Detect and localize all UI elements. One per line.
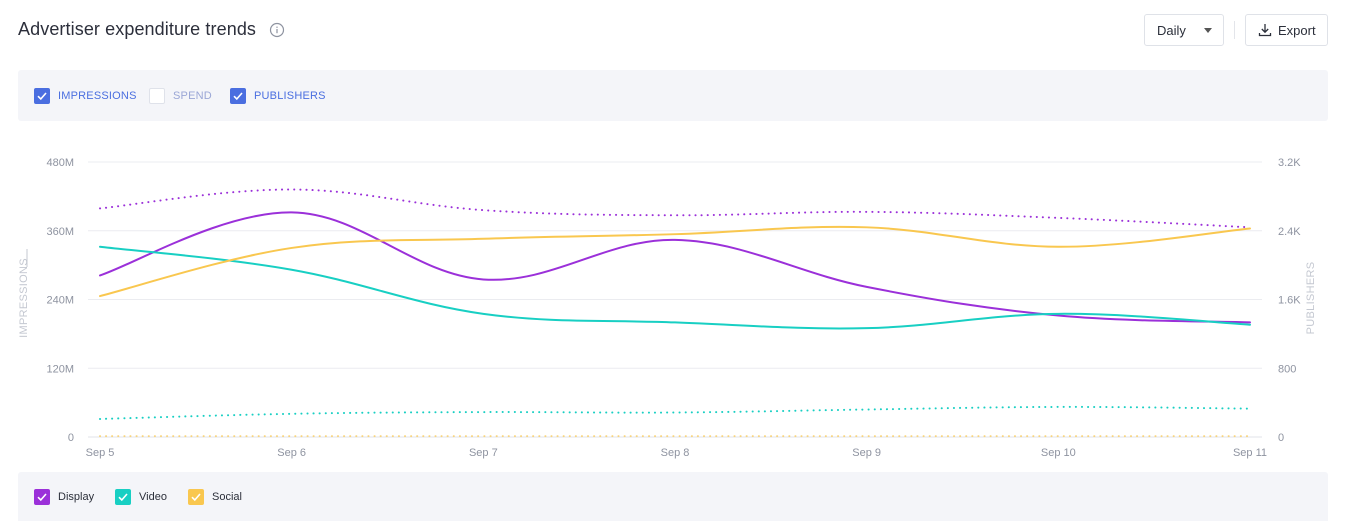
checkbox-unchecked-icon[interactable] [149, 87, 165, 104]
y-tick-label: 120M [46, 363, 74, 375]
metric-publishers[interactable]: PUBLISHERS [230, 87, 326, 104]
y-axis-title: IMPRESSIONS [18, 258, 30, 338]
x-tick-label: Sep 11 [1233, 447, 1267, 459]
interval-select-value: Daily [1157, 22, 1186, 38]
checkbox-checked-icon[interactable] [115, 489, 131, 505]
checkbox-checked-icon[interactable] [34, 489, 50, 505]
y-tick-label: 360M [46, 226, 74, 238]
legend-item-video[interactable]: Video [115, 489, 167, 505]
legend-label: Display [58, 491, 95, 503]
y2-axis-title: PUBLISHERS [1305, 262, 1317, 335]
legend-label: Video [139, 491, 167, 503]
series-line-display-impressions [99, 211, 1251, 324]
series-legend: Display Video Social [18, 472, 1328, 521]
page-title: Advertiser expenditure trends [18, 19, 257, 39]
info-icon[interactable] [269, 22, 285, 38]
chart-header: Advertiser expenditure trends Daily Expo… [0, 0, 1345, 62]
metric-impressions[interactable]: IMPRESSIONS [34, 87, 137, 104]
checkbox-checked-icon[interactable] [188, 489, 204, 505]
series-line-video-impressions [99, 245, 1251, 330]
x-tick-label: Sep 6 [277, 447, 306, 459]
legend-item-display[interactable]: Display [34, 489, 94, 505]
series-line-display-publishers [99, 188, 1251, 229]
x-tick-label: Sep 7 [469, 447, 498, 459]
metric-label: IMPRESSIONS [58, 89, 137, 102]
export-label: Export [1278, 22, 1316, 38]
series-line-social-impressions [99, 225, 1251, 298]
line-chart: 0 0 120M 800 240M 1.6K 360M 2.4K 480M 3.2K Sep 5 Se… [18, 157, 1317, 459]
series-line-video-publishers [99, 405, 1251, 420]
y2-tick-label: 3.2K [1278, 157, 1301, 169]
interval-select[interactable]: Daily [1144, 14, 1224, 46]
y2-tick-label: 1.6K [1278, 295, 1301, 307]
metric-selector: IMPRESSIONS SPEND PUBLISHERS [18, 70, 1328, 121]
y-tick-label: 480M [46, 157, 74, 169]
header-divider [1234, 21, 1235, 39]
x-tick-label: Sep 9 [852, 447, 881, 459]
x-tick-label: Sep 10 [1041, 447, 1076, 459]
x-tick-label: Sep 8 [661, 447, 690, 459]
y2-tick-label: 0 [1278, 432, 1284, 444]
y2-tick-label: 2.4K [1278, 226, 1301, 238]
metric-label: PUBLISHERS [254, 89, 326, 102]
y-tick-label: 240M [46, 295, 74, 307]
checkbox-checked-icon[interactable] [34, 87, 50, 104]
y2-tick-label: 800 [1278, 363, 1296, 375]
export-button[interactable]: Export [1245, 14, 1328, 46]
checkbox-checked-icon[interactable] [230, 87, 246, 104]
legend-item-social[interactable]: Social [188, 489, 242, 505]
download-icon [1258, 24, 1272, 37]
legend-label: Social [212, 491, 242, 503]
metric-spend[interactable]: SPEND [149, 87, 212, 104]
x-tick-label: Sep 5 [86, 447, 115, 459]
y-tick-label: 0 [68, 432, 74, 444]
chevron-down-icon [1204, 28, 1212, 33]
metric-label: SPEND [173, 89, 212, 102]
